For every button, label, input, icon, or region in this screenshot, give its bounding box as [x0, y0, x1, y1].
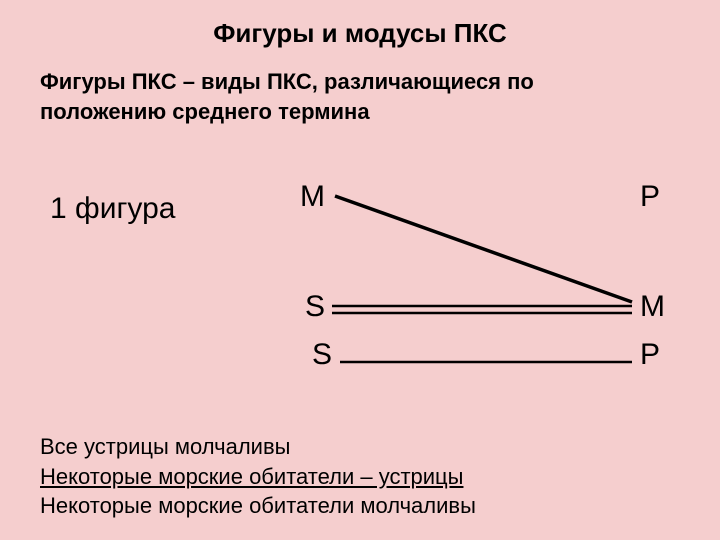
example-line-1: Все устрицы молчаливы [40, 432, 476, 462]
example-block: Все устрицы молчаливы Некоторые морские … [40, 432, 476, 521]
example-line-2: Некоторые морские обитатели – устрицы [40, 462, 476, 492]
example-line-3: Некоторые морские обитатели молчаливы [40, 491, 476, 521]
